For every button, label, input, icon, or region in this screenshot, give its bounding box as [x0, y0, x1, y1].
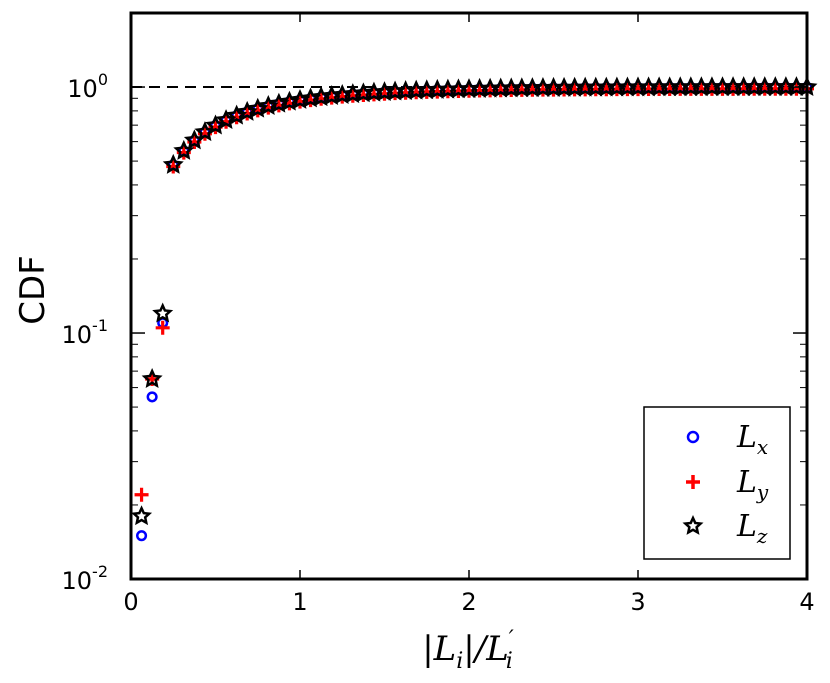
legend-box [643, 406, 791, 560]
legend-label-ly: Ly [736, 465, 769, 504]
x-tick-label: 0 [123, 588, 138, 616]
legend-item-lz: Lz [682, 509, 768, 548]
point-ly [155, 320, 170, 335]
point-ly [134, 487, 149, 502]
legend-label-lx: Lx [736, 420, 768, 459]
y-axis-label: CDF [13, 255, 53, 324]
legend: Lx Ly Lz [643, 406, 791, 560]
y-tick-label: 100 [67, 70, 108, 103]
y-tick-label: 10-2 [62, 562, 109, 595]
legend-marker-star [682, 514, 704, 535]
legend-item-ly: Ly [686, 465, 769, 504]
data-points [131, 76, 818, 542]
point-lz [162, 153, 184, 174]
legend-item-lx: Lx [686, 420, 768, 459]
y-tick-label: 10-1 [62, 316, 109, 349]
axis-tick-labels: 0 1 2 3 4 10-2 10-1 100 [62, 70, 815, 616]
x-axis-label-part1: |L [422, 629, 456, 669]
x-tick-label: 1 [292, 588, 307, 616]
legend-marker-plus [686, 475, 700, 489]
legend-label-lz: Lz [736, 509, 768, 548]
point-lz [141, 368, 163, 388]
x-tick-label: 4 [799, 588, 814, 616]
axis-ticks [130, 12, 808, 580]
point-lz [152, 302, 174, 323]
point-lx [136, 530, 148, 542]
legend-marker-circle [686, 430, 700, 444]
plot-area [131, 76, 818, 542]
x-axis-label-part2: |/L [463, 629, 509, 669]
x-axis-label-prime: ′ [509, 627, 514, 652]
x-tick-label: 3 [630, 588, 645, 616]
point-lz [131, 505, 153, 526]
point-lx [146, 391, 158, 403]
x-axis-label-sub1: i [456, 649, 463, 674]
x-axis-label-sub2: i [506, 649, 513, 674]
x-tick-label: 2 [461, 588, 476, 616]
x-axis-label: |Li|/L′ i [422, 627, 514, 674]
